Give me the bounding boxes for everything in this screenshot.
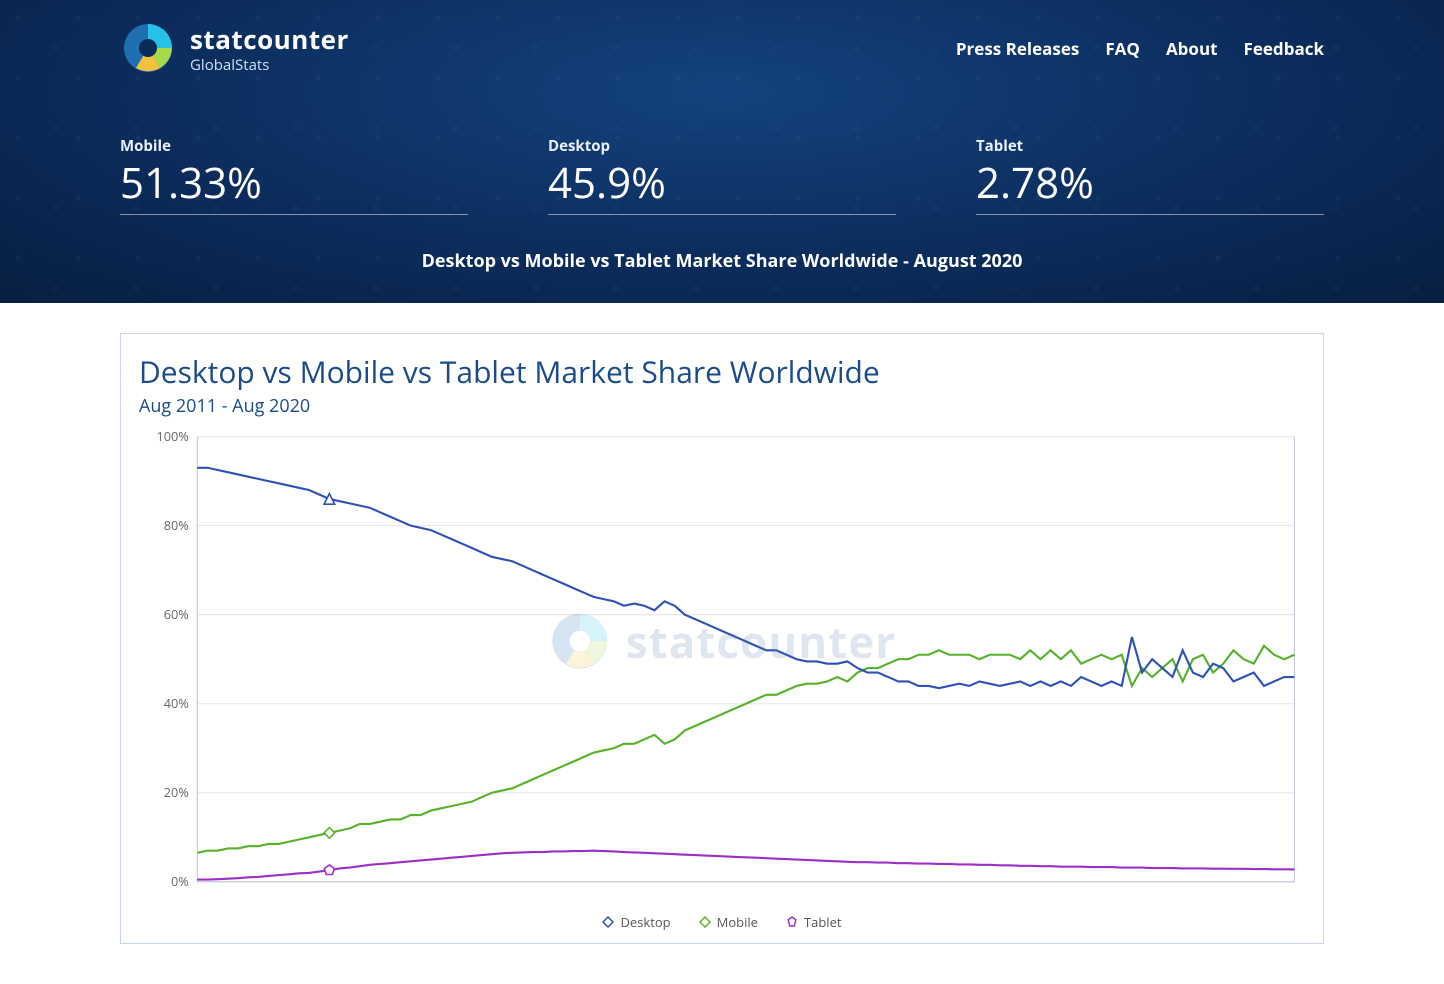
stat-value: 45.9% [548, 162, 896, 204]
legend-label: Mobile [717, 913, 758, 931]
brand-sub: GlobalStats [190, 55, 349, 75]
chart-subtitle: Aug 2011 - Aug 2020 [139, 394, 1305, 418]
svg-text:80%: 80% [164, 516, 189, 534]
stat-tablet: Tablet 2.78% [976, 136, 1324, 215]
nav-press-releases[interactable]: Press Releases [956, 37, 1079, 60]
logo-icon [120, 20, 176, 76]
stats-row: Mobile 51.33% Desktop 45.9% Tablet 2.78% [120, 136, 1324, 215]
stat-value: 2.78% [976, 162, 1324, 204]
chart-section: Desktop vs Mobile vs Tablet Market Share… [0, 303, 1444, 984]
legend-label: Desktop [620, 913, 670, 931]
logo-text: statcounter GlobalStats [190, 21, 349, 75]
legend-mobile[interactable]: Mobile [699, 913, 758, 931]
brand-name: statcounter [190, 21, 349, 57]
chart-card: Desktop vs Mobile vs Tablet Market Share… [120, 333, 1324, 944]
chart-title: Desktop vs Mobile vs Tablet Market Share… [139, 354, 1305, 390]
legend-tablet[interactable]: Tablet [786, 913, 842, 931]
nav-faq[interactable]: FAQ [1105, 37, 1140, 60]
legend-desktop[interactable]: Desktop [602, 913, 670, 931]
stat-label: Tablet [976, 136, 1324, 156]
svg-text:40%: 40% [164, 694, 189, 712]
stat-value: 51.33% [120, 162, 468, 204]
nav: Press Releases FAQ About Feedback [956, 37, 1324, 60]
svg-text:0%: 0% [171, 872, 189, 890]
stat-label: Desktop [548, 136, 896, 156]
legend-marker-icon [699, 916, 711, 928]
stat-label: Mobile [120, 136, 468, 156]
line-chart[interactable]: 0% 20% 40% 60% 80% 100% [139, 426, 1305, 903]
svg-text:60%: 60% [164, 605, 189, 623]
stat-desktop: Desktop 45.9% [548, 136, 896, 215]
legend-marker-icon [602, 916, 614, 928]
chart-area: statcounter 0%20%40%60%80%100% [139, 426, 1305, 903]
chart-legend: Desktop Mobile Tablet [139, 913, 1305, 931]
legend-label: Tablet [804, 913, 842, 931]
svg-text:20%: 20% [164, 783, 189, 801]
header: statcounter GlobalStats Press Releases F… [0, 0, 1444, 303]
logo[interactable]: statcounter GlobalStats [120, 20, 349, 76]
topbar: statcounter GlobalStats Press Releases F… [120, 20, 1324, 76]
nav-feedback[interactable]: Feedback [1244, 37, 1324, 60]
svg-text:100%: 100% [157, 427, 189, 445]
nav-about[interactable]: About [1166, 37, 1218, 60]
legend-marker-icon [786, 916, 798, 928]
hero-title: Desktop vs Mobile vs Tablet Market Share… [120, 249, 1324, 273]
stat-mobile: Mobile 51.33% [120, 136, 468, 215]
